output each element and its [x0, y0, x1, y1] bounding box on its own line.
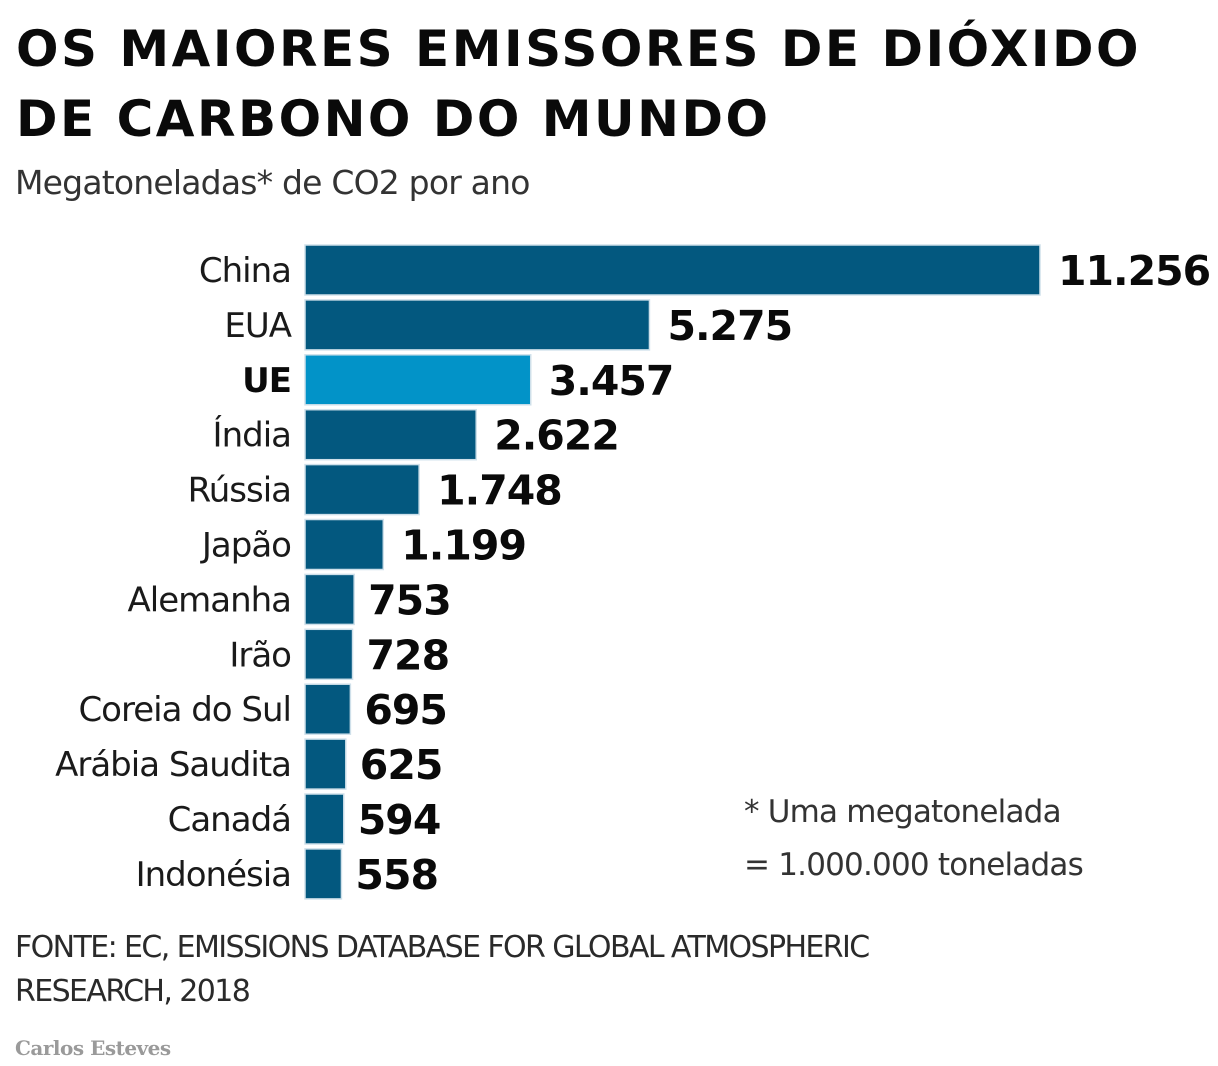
value-label-eua: 5.275: [667, 302, 792, 350]
bar-chart: China EUA UE Índia Rússia Japão Alemanha Irão Co…: [55, 244, 1211, 900]
category-label-japao: Japão: [200, 526, 291, 566]
chart-subtitle: Megatoneladas* de CO2 por ano: [15, 163, 530, 202]
bar-irao: [304, 628, 354, 681]
category-label-ue: UE: [242, 361, 291, 401]
footnote-line1: * Uma megatonelada: [744, 794, 1062, 830]
category-label-russia: Rússia: [188, 471, 291, 511]
bar-indonesia: [304, 848, 343, 900]
category-labels-group: China EUA UE Índia Rússia Japão Alemanha Irão Co…: [55, 251, 293, 895]
value-label-indonesia: 558: [355, 851, 438, 899]
source-line1: FONTE: EC, EMISSIONS DATABASE FOR GLOBAL…: [15, 930, 870, 965]
category-label-irao: Irão: [229, 635, 291, 675]
value-label-arabia-saudita: 625: [360, 741, 443, 789]
bar-canada: [304, 793, 345, 845]
author-credit: Carlos Esteves: [15, 1036, 171, 1060]
bar-coreia-do-sul: [304, 683, 352, 735]
bar-arabia-saudita: [304, 738, 347, 790]
value-label-ue: 3.457: [549, 357, 674, 405]
source-note: FONTE: EC, EMISSIONS DATABASE FOR GLOBAL…: [15, 926, 1195, 1014]
category-label-china: China: [199, 251, 291, 291]
chart-title-line2: DE CARBONO DO MUNDO: [16, 90, 771, 148]
value-label-india: 2.622: [494, 412, 619, 460]
value-label-canada: 594: [358, 796, 441, 844]
category-label-arabia-saudita: Arábia Saudita: [55, 745, 291, 785]
category-label-eua: EUA: [224, 306, 291, 346]
source-line2: RESEARCH, 2018: [15, 974, 251, 1009]
value-label-russia: 1.748: [437, 467, 562, 515]
value-label-alemanha: 753: [368, 576, 451, 624]
bar-eua: [304, 299, 651, 351]
category-label-india: Índia: [213, 415, 291, 456]
bar-china: [304, 244, 1041, 296]
bar-ue: [304, 354, 532, 406]
value-label-japao: 1.199: [401, 522, 526, 570]
chart-title-line1: OS MAIORES EMISSORES DE DIÓXIDO: [16, 20, 1141, 78]
category-label-indonesia: Indonésia: [136, 855, 291, 895]
category-label-canada: Canadá: [168, 800, 291, 840]
bar-alemanha: [304, 573, 355, 626]
category-label-alemanha: Alemanha: [127, 580, 291, 620]
value-label-china: 11.256: [1058, 247, 1210, 295]
bar-russia: [304, 463, 420, 516]
bar-india: [304, 408, 477, 461]
value-label-coreia-do-sul: 695: [364, 686, 447, 734]
bar-japao: [304, 518, 385, 571]
bars-group: [304, 244, 1041, 900]
category-label-coreia-do-sul: Coreia do Sul: [78, 690, 291, 730]
value-label-irao: 728: [367, 631, 450, 679]
footnote-line2: = 1.000.000 toneladas: [744, 847, 1084, 883]
chart-title: OS MAIORES EMISSORES DE DIÓXIDO DE CARBO…: [16, 14, 1216, 154]
value-labels-group: 11.256 5.275 3.457 2.622 1.748 1.199 753 728 695…: [355, 247, 1211, 899]
footnote: * Uma megatonelada = 1.000.000 toneladas: [744, 786, 1084, 892]
